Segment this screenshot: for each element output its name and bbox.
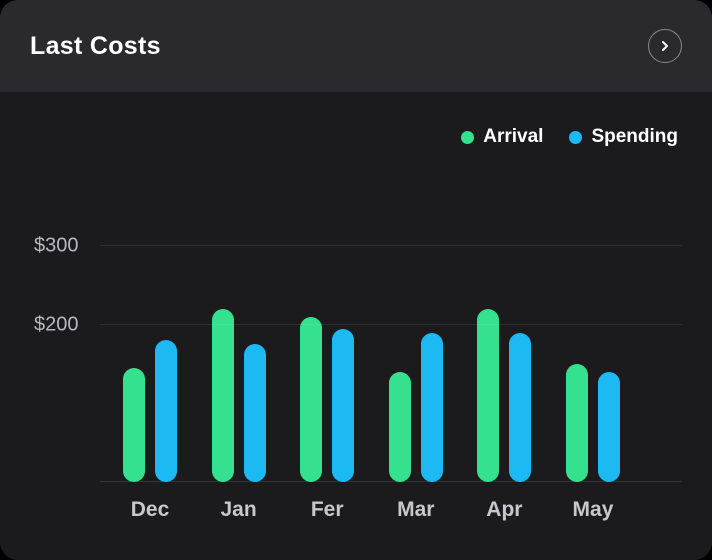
x-axis-label: Dec bbox=[130, 498, 170, 521]
plot-area: Dec Jan Fer Mar Apr May $200 $300 bbox=[0, 235, 712, 521]
gridline bbox=[100, 323, 682, 325]
bar-arrival[interactable] bbox=[565, 364, 588, 482]
bar-group bbox=[384, 246, 448, 482]
chart-area: Arrival Spending Dec Jan Fer Mar Apr May $200… bbox=[0, 92, 712, 560]
bar-group bbox=[118, 246, 182, 482]
bar-spending[interactable] bbox=[155, 340, 177, 482]
chevron-right-icon bbox=[659, 40, 671, 52]
bar-arrival[interactable] bbox=[211, 308, 234, 482]
bar-arrival[interactable] bbox=[300, 316, 323, 482]
x-axis-labels: Dec Jan Fer Mar Apr May bbox=[118, 498, 625, 522]
bar-spending[interactable] bbox=[243, 344, 266, 482]
bar-arrival[interactable] bbox=[388, 371, 411, 482]
bar-group bbox=[207, 246, 271, 482]
legend-dot bbox=[569, 130, 583, 144]
x-axis-label: May bbox=[572, 498, 614, 521]
x-axis-label: Mar bbox=[397, 498, 435, 521]
bar-group bbox=[472, 246, 536, 482]
x-axis-line bbox=[100, 481, 682, 482]
gridline bbox=[100, 245, 682, 246]
bar-spending[interactable] bbox=[420, 332, 443, 482]
bar-arrival[interactable] bbox=[123, 367, 145, 482]
x-axis-label: Apr bbox=[486, 498, 523, 521]
y-axis-tick-label: $200 bbox=[34, 313, 79, 336]
bar-spending[interactable] bbox=[597, 371, 620, 482]
legend-item-arrival[interactable]: Arrival bbox=[461, 126, 543, 148]
page-title: Last Costs bbox=[30, 31, 161, 60]
bar-spending[interactable] bbox=[509, 332, 532, 482]
legend-item-spending[interactable]: Spending bbox=[569, 126, 678, 148]
bar-groups bbox=[118, 246, 625, 482]
bar-group bbox=[561, 246, 625, 482]
legend-label: Spending bbox=[591, 126, 678, 147]
expand-button[interactable] bbox=[648, 29, 682, 63]
x-axis-label: Jan bbox=[220, 498, 257, 521]
card-header: Last Costs bbox=[0, 0, 712, 92]
legend-label: Arrival bbox=[483, 126, 544, 147]
chart-legend: Arrival Spending bbox=[461, 126, 678, 148]
bar-arrival[interactable] bbox=[477, 308, 500, 482]
bar-spending[interactable] bbox=[332, 328, 355, 482]
bar-group bbox=[295, 246, 359, 482]
legend-dot bbox=[461, 130, 475, 144]
y-axis-tick-label: $300 bbox=[34, 234, 79, 257]
x-axis-label: Fer bbox=[310, 498, 344, 521]
